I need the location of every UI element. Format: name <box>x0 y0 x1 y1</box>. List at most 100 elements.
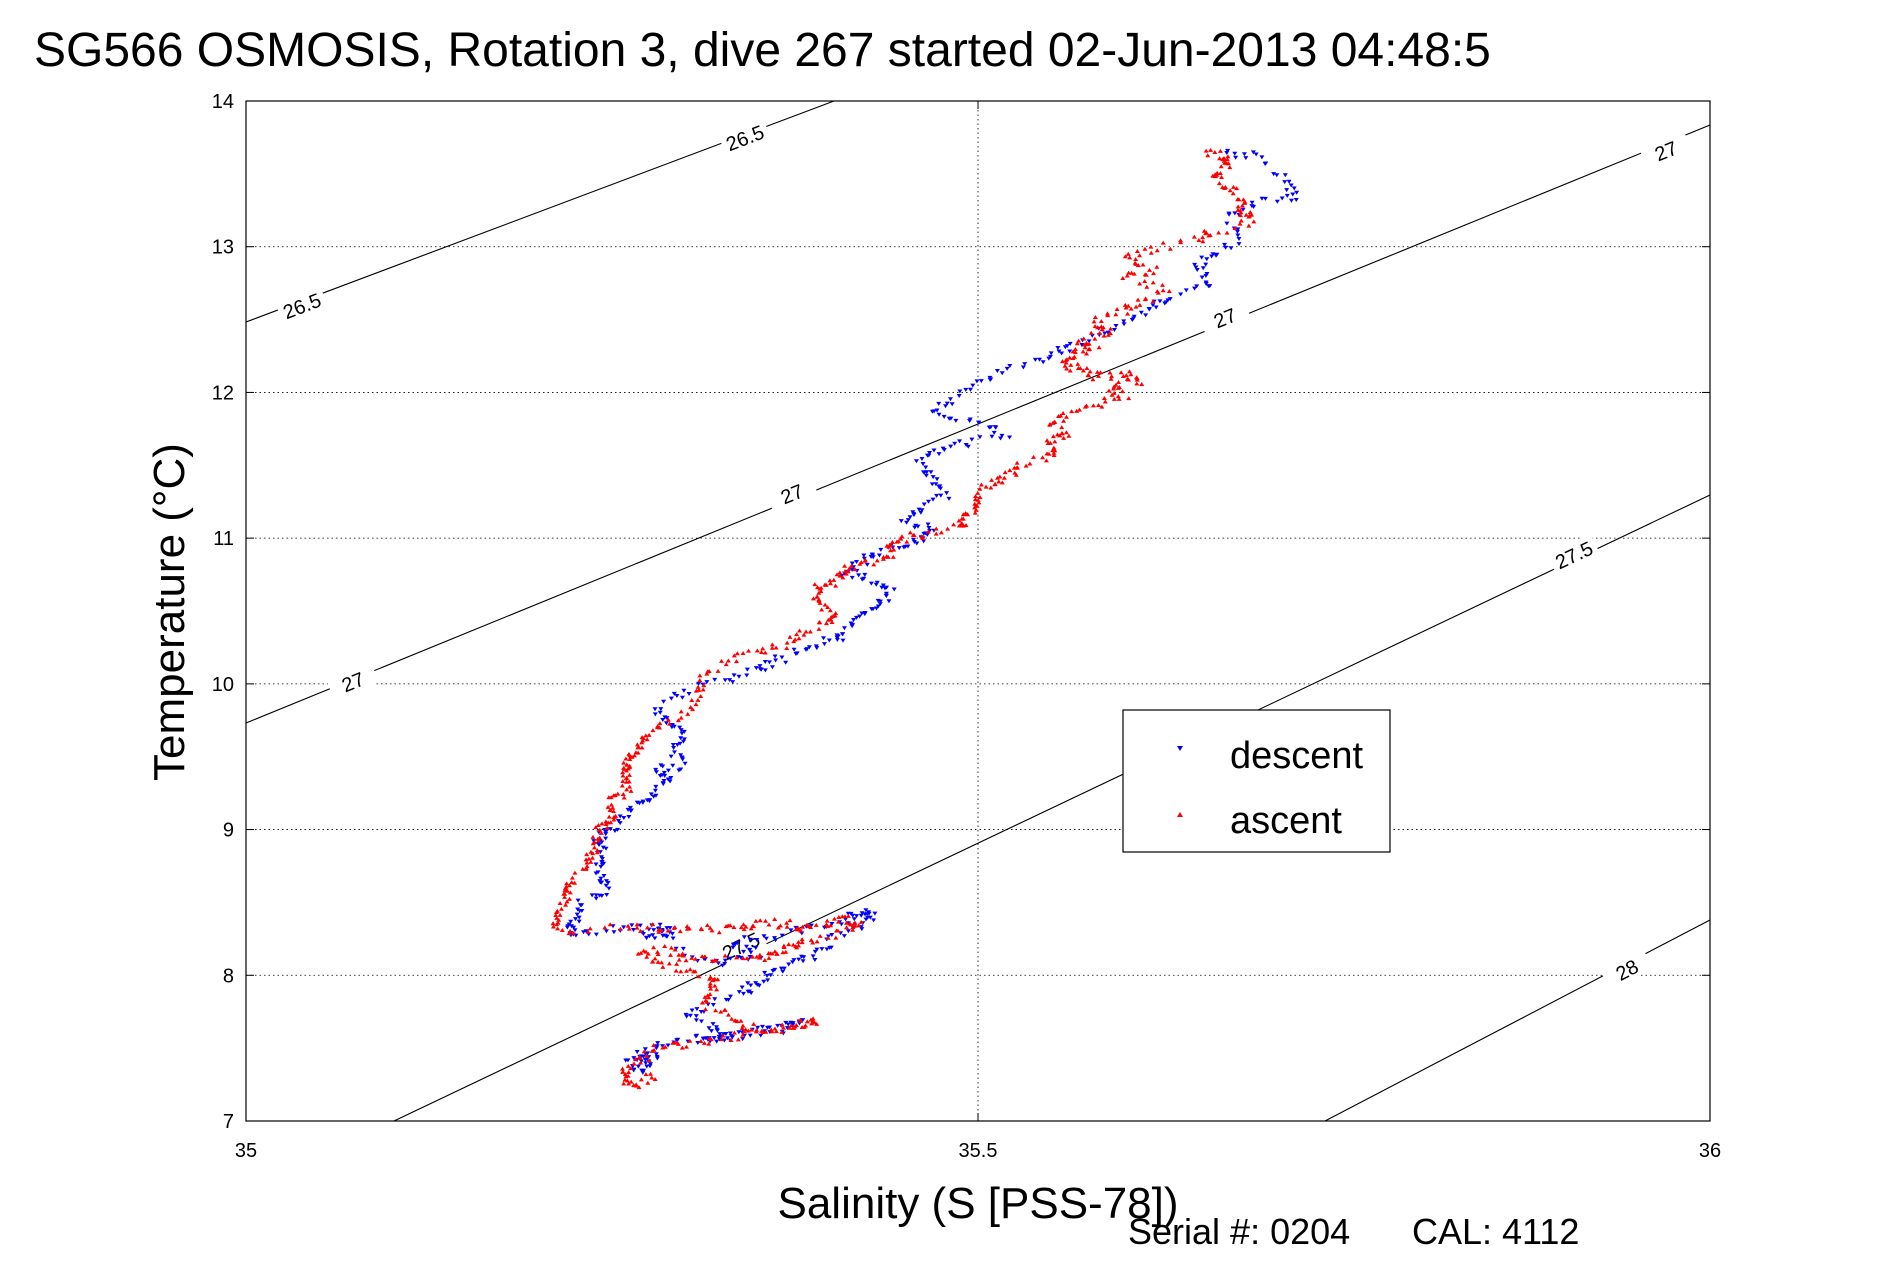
ascent-point <box>632 1056 638 1061</box>
ascent-point <box>1224 230 1230 235</box>
ascent-point <box>738 1018 744 1023</box>
descent-point <box>936 452 942 457</box>
y-tick-label: 8 <box>223 965 234 987</box>
ascent-point <box>622 1072 628 1077</box>
ascent-point <box>564 899 570 904</box>
descent-point <box>1022 362 1028 367</box>
descent-point <box>740 1037 746 1042</box>
descent-point <box>875 598 881 603</box>
descent-point <box>762 970 768 975</box>
descent-point <box>653 793 659 798</box>
descent-point <box>668 775 674 780</box>
descent-point <box>1150 303 1156 308</box>
ascent-point <box>1072 346 1078 351</box>
descent-point <box>923 465 929 470</box>
ascent-point <box>1002 470 1008 475</box>
ascent-point <box>1118 370 1124 375</box>
descent-point <box>1206 284 1212 289</box>
descent-point <box>725 1036 731 1041</box>
ascent-point <box>787 918 793 923</box>
descent-point <box>857 614 863 619</box>
descent-point <box>603 883 609 888</box>
ascent-point <box>1142 272 1148 277</box>
descent-point <box>834 637 840 642</box>
ascent-point <box>1063 358 1069 363</box>
descent-point <box>653 770 659 775</box>
descent-point <box>948 416 954 421</box>
descent-point <box>783 1020 789 1025</box>
ascent-point <box>848 563 854 568</box>
ascent-point <box>1203 148 1209 153</box>
descent-point <box>841 934 847 939</box>
ascent-point <box>561 891 567 896</box>
ascent-point <box>1061 418 1067 423</box>
descent-point <box>861 553 867 558</box>
ascent-point <box>1240 197 1246 202</box>
descent-point <box>1007 363 1013 368</box>
ascent-point <box>787 634 793 639</box>
descent-point <box>863 917 869 922</box>
legend-ascent-label: ascent <box>1230 800 1342 842</box>
descent-point <box>926 525 932 530</box>
ascent-point <box>754 648 760 653</box>
descent-point <box>745 989 751 994</box>
ascent-point <box>976 500 982 505</box>
ascent-point <box>621 795 627 800</box>
descent-point <box>664 716 670 721</box>
ascent-point <box>567 896 573 901</box>
descent-point <box>1249 204 1255 209</box>
ascent-point <box>738 925 744 930</box>
ascent-point <box>1226 161 1232 166</box>
ascent-point <box>1105 313 1111 318</box>
ascent-point <box>713 1008 719 1013</box>
descent-point <box>598 864 604 869</box>
ascent-point <box>692 969 698 974</box>
descent-point <box>1274 199 1280 204</box>
ascent-point <box>698 1039 704 1044</box>
ascent-point <box>569 880 575 885</box>
descent-point <box>598 876 604 881</box>
descent-point <box>854 914 860 919</box>
y-tick-label: 14 <box>212 91 234 113</box>
descent-point <box>740 991 746 996</box>
ascent-point <box>689 955 695 960</box>
ascent-point <box>839 914 845 919</box>
ascent-point <box>825 605 831 610</box>
descent-point <box>736 674 742 679</box>
descent-point <box>727 1031 733 1036</box>
ascent-point <box>766 922 772 927</box>
ascent-point <box>1090 403 1096 408</box>
x-tick-label: 36 <box>1699 1140 1721 1162</box>
descent-point <box>698 1019 704 1024</box>
ascent-point <box>1120 276 1126 281</box>
ascent-point <box>688 705 694 710</box>
ascent-point <box>825 935 831 940</box>
ascent-point <box>799 940 805 945</box>
ascent-point <box>1096 403 1102 408</box>
ascent-point <box>643 1072 649 1077</box>
descent-point <box>593 871 599 876</box>
descent-point <box>601 874 607 879</box>
ascent-point <box>550 921 556 926</box>
descent-point <box>747 947 753 952</box>
descent-point <box>891 587 897 592</box>
descent-point <box>640 799 646 804</box>
ascent-point <box>1142 278 1148 283</box>
ascent-point <box>808 924 814 929</box>
ascent-point <box>608 802 614 807</box>
ascent-point <box>596 838 602 843</box>
descent-point <box>677 741 683 746</box>
ascent-point <box>852 923 858 928</box>
descent-point <box>788 928 794 933</box>
ascent-point <box>610 805 616 810</box>
descent-point <box>943 404 949 409</box>
descent-point <box>652 707 658 712</box>
ascent-point <box>643 949 649 954</box>
ascent-point <box>975 490 981 495</box>
descent-point <box>637 923 643 928</box>
descent-point <box>661 770 667 775</box>
ascent-point <box>891 547 897 552</box>
descent-point <box>671 746 677 751</box>
descent-point <box>999 433 1005 438</box>
ascent-point <box>956 518 962 523</box>
